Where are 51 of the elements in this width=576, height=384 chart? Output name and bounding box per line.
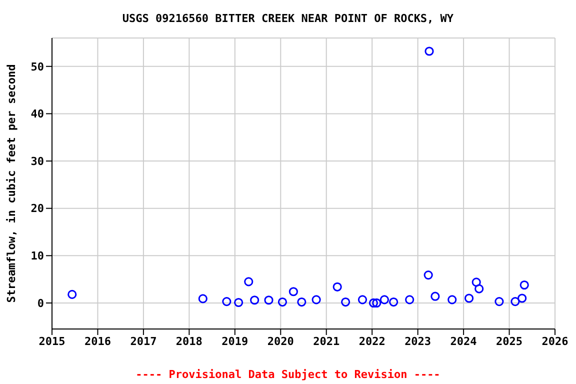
point — [68, 290, 77, 300]
point — [474, 284, 484, 294]
point — [278, 297, 288, 307]
x-tick-label: 2020 — [267, 334, 294, 348]
point — [389, 297, 398, 307]
point — [312, 295, 321, 304]
point — [244, 277, 254, 286]
x-tick-label: 2026 — [542, 334, 569, 348]
point — [264, 296, 274, 305]
x-tick-label: 2018 — [176, 334, 202, 348]
point — [380, 295, 389, 304]
y-tick-label: 30 — [30, 154, 44, 168]
y-tick-label: 40 — [30, 108, 44, 121]
point — [198, 294, 208, 304]
x-tick-label: 2025 — [496, 334, 523, 348]
point — [520, 280, 529, 290]
point — [424, 46, 434, 56]
point — [430, 292, 440, 301]
point — [448, 295, 457, 304]
point — [494, 297, 504, 306]
x-tick-label: 2023 — [404, 334, 432, 348]
point — [297, 297, 306, 307]
text: ---- Provisional Data Subject to Revision ---- — [134, 368, 442, 381]
point — [405, 295, 414, 304]
y-tick-label: 20 — [30, 202, 44, 216]
point — [332, 282, 342, 292]
point — [424, 270, 433, 280]
y-tick-label: 50 — [30, 60, 44, 74]
point — [472, 278, 481, 287]
x-tick-label: 2024 — [450, 334, 478, 348]
chart-title: USGS 09216560 BITTER CREEK NEAR POINT OF ROCKS, WY — [121, 12, 455, 25]
point — [368, 298, 378, 308]
point — [372, 298, 382, 308]
y-tick-label: 0 — [37, 296, 44, 310]
x-tick-label: 2022 — [358, 334, 386, 348]
x-tick-label: 2019 — [222, 334, 248, 348]
x-tick-label: 2021 — [313, 334, 340, 348]
point — [510, 297, 520, 306]
point — [518, 294, 527, 303]
y-axis-title: Streamflow, in cubic feet per second — [4, 64, 18, 303]
y-tick-label: 10 — [30, 250, 44, 263]
point — [250, 296, 260, 305]
point — [234, 298, 244, 308]
x-tick-label: 2016 — [84, 334, 112, 348]
point — [358, 295, 368, 304]
x-tick-label: 2015 — [38, 334, 66, 348]
x-tick-label: 2017 — [130, 334, 157, 348]
point — [464, 294, 474, 303]
point — [341, 297, 350, 307]
point — [288, 287, 298, 296]
point — [222, 297, 232, 306]
